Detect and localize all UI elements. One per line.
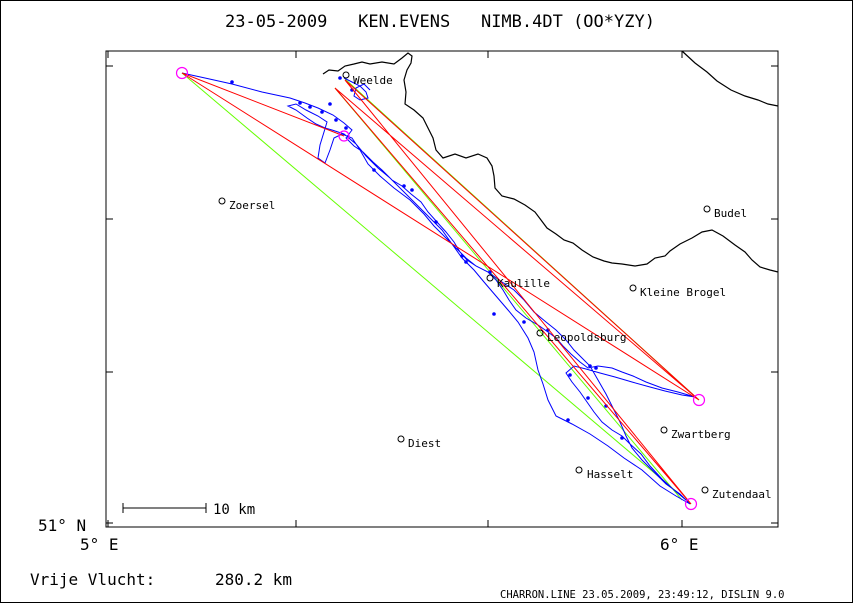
svg-text:Hasselt: Hasselt (587, 468, 633, 481)
turnpoint-3 (684, 497, 698, 511)
flight-track (181, 72, 696, 505)
x-axis-label-5e: 5° E (80, 535, 119, 554)
header-pilot: KEN.EVENS (358, 12, 450, 32)
svg-text:Leopoldsburg: Leopoldsburg (547, 331, 626, 344)
svg-text:Kleine Brogel: Kleine Brogel (640, 286, 726, 299)
turnpoint-1 (338, 130, 350, 142)
header-glider: NIMB.4DT (OO*YZY) (481, 12, 655, 32)
header-date: 23-05-2009 (225, 12, 327, 32)
x-axis-label-6e: 6° E (660, 535, 699, 554)
place-diest: Diest (397, 435, 441, 450)
place-kleine-brogel: Kleine Brogel (629, 284, 726, 299)
turnpoints (175, 66, 706, 511)
place-leopoldsburg: Leopoldsburg (536, 329, 626, 344)
credit-line: CHARRON.LINE 23.05.2009, 23:49:12, DISLI… (500, 589, 784, 601)
distance-value: 280.2 km (215, 570, 292, 589)
svg-text:Diest: Diest (408, 437, 441, 450)
svg-text:Zutendaal: Zutendaal (712, 488, 772, 501)
place-zoersel: Zoersel (218, 197, 275, 212)
track-markers (230, 76, 624, 440)
place-hasselt: Hasselt (575, 466, 633, 481)
flight-track-start-loop (343, 77, 371, 101)
place-zwartberg: Zwartberg (660, 426, 731, 441)
flight-route (181, 72, 700, 505)
place-zutendaal: Zutendaal (701, 486, 772, 501)
axis-ticks (106, 51, 778, 527)
turnpoint-2 (692, 393, 706, 407)
scale-label: 10 km (213, 502, 255, 518)
place-weelde: Weelde (342, 71, 393, 87)
turnpoint-start (175, 66, 189, 80)
header-title: 23-05-2009 KEN.EVENS NIMB.4DT (OO*YZY) (225, 12, 655, 32)
svg-text:Weelde: Weelde (353, 74, 393, 87)
svg-text:Budel: Budel (714, 207, 747, 220)
places-layer: Weelde Zoersel Budel Kaulille Kleine Bro… (218, 71, 772, 501)
place-budel: Budel (703, 205, 747, 220)
distance-label: Vrije Vlucht: (30, 570, 155, 589)
svg-text:Zoersel: Zoersel (229, 199, 275, 212)
y-axis-label: 51° N (38, 516, 86, 535)
national-border (322, 52, 779, 273)
svg-text:Zwartberg: Zwartberg (671, 428, 731, 441)
scale-bar: 10 km (122, 502, 255, 518)
svg-text:Kaulille: Kaulille (497, 277, 550, 290)
map-plot-frame (105, 50, 779, 528)
northern-border (681, 50, 779, 107)
place-kaulille: Kaulille (486, 274, 550, 290)
